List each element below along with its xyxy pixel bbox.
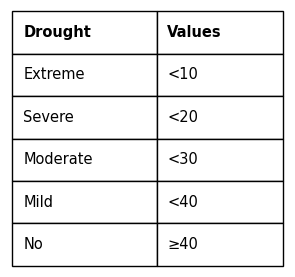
Bar bbox=[12, 11, 157, 53]
Text: <40: <40 bbox=[167, 195, 198, 210]
Bar bbox=[12, 224, 157, 266]
Text: <30: <30 bbox=[167, 152, 198, 167]
Text: ≥40: ≥40 bbox=[167, 237, 198, 252]
Text: <20: <20 bbox=[167, 110, 198, 125]
Bar bbox=[157, 96, 283, 138]
Text: Drought: Drought bbox=[23, 25, 91, 40]
Text: Mild: Mild bbox=[23, 195, 53, 210]
Bar bbox=[12, 138, 157, 181]
Bar bbox=[157, 181, 283, 224]
Bar bbox=[157, 138, 283, 181]
Bar bbox=[12, 96, 157, 138]
Bar bbox=[157, 224, 283, 266]
Text: <10: <10 bbox=[167, 67, 198, 82]
Bar bbox=[157, 53, 283, 96]
Bar bbox=[12, 53, 157, 96]
Text: Severe: Severe bbox=[23, 110, 74, 125]
Text: Values: Values bbox=[167, 25, 222, 40]
Bar bbox=[12, 181, 157, 224]
Bar bbox=[157, 11, 283, 53]
Text: Extreme: Extreme bbox=[23, 67, 85, 82]
Text: No: No bbox=[23, 237, 43, 252]
Text: Moderate: Moderate bbox=[23, 152, 93, 167]
